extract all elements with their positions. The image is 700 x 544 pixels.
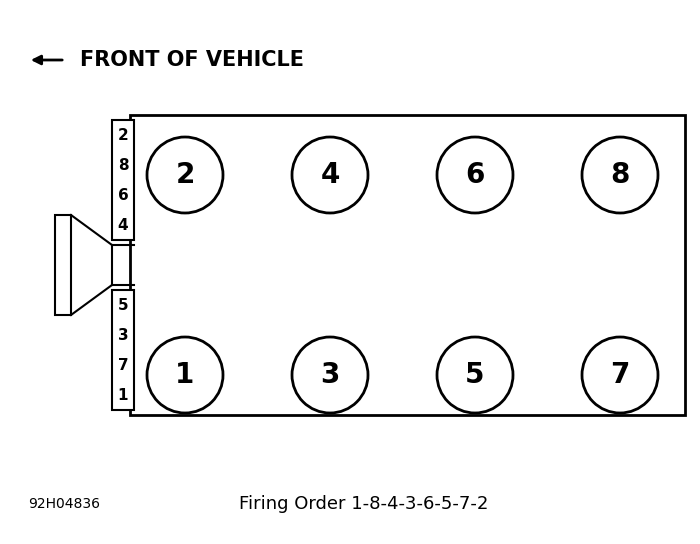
Bar	[130, 115, 685, 415]
Text: 4: 4	[321, 161, 340, 189]
Text: 5: 5	[466, 361, 484, 389]
Text: 2: 2	[175, 161, 195, 189]
Text: 1: 1	[176, 361, 195, 389]
Text: 4: 4	[118, 218, 128, 232]
Text: 7: 7	[118, 357, 128, 373]
Text: 2: 2	[118, 127, 128, 143]
Text: 3: 3	[321, 361, 340, 389]
Text: 8: 8	[610, 161, 630, 189]
Text: 7: 7	[610, 361, 630, 389]
Text: 6: 6	[466, 161, 484, 189]
Text: Firing Order 1-8-4-3-6-5-7-2: Firing Order 1-8-4-3-6-5-7-2	[239, 495, 489, 513]
Text: 92H04836: 92H04836	[28, 497, 100, 511]
Text: 5: 5	[118, 298, 128, 312]
Text: FRONT OF VEHICLE: FRONT OF VEHICLE	[80, 50, 304, 70]
Bar	[112, 290, 134, 410]
Text: 6: 6	[118, 188, 128, 202]
Text: 1: 1	[118, 387, 128, 403]
Text: 8: 8	[118, 158, 128, 172]
Bar	[55, 215, 71, 315]
Bar	[112, 120, 134, 240]
Text: 3: 3	[118, 327, 128, 343]
